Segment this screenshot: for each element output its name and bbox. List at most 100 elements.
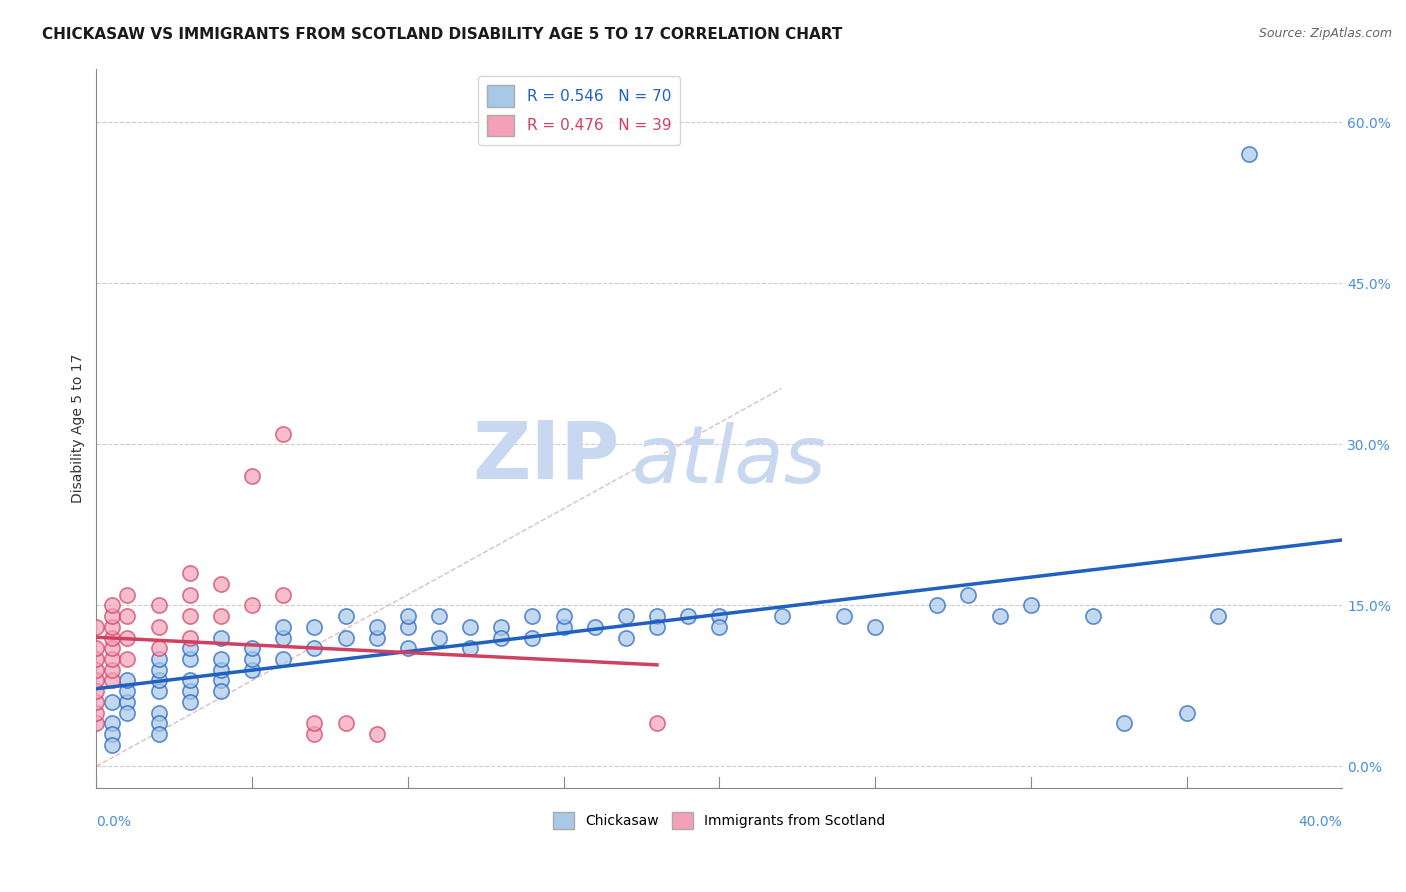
Point — [209, 684, 232, 698]
Point — [614, 609, 637, 624]
Point — [209, 652, 232, 666]
Point — [553, 609, 575, 624]
Text: 0.0%: 0.0% — [97, 814, 131, 829]
Point — [117, 695, 139, 709]
Point — [427, 631, 450, 645]
Point — [240, 652, 263, 666]
Point — [427, 609, 450, 624]
Point — [583, 620, 606, 634]
Point — [304, 641, 326, 656]
Point — [117, 588, 139, 602]
Text: CHICKASAW VS IMMIGRANTS FROM SCOTLAND DISABILITY AGE 5 TO 17 CORRELATION CHART: CHICKASAW VS IMMIGRANTS FROM SCOTLAND DI… — [42, 27, 842, 42]
Point — [676, 609, 699, 624]
Point — [117, 631, 139, 645]
Point — [179, 652, 201, 666]
Point — [117, 673, 139, 688]
Point — [1081, 609, 1104, 624]
Point — [522, 609, 544, 624]
Point — [101, 599, 124, 613]
Point — [271, 652, 294, 666]
Point — [86, 706, 108, 720]
Point — [209, 631, 232, 645]
Point — [335, 631, 357, 645]
Point — [148, 716, 170, 731]
Point — [863, 620, 886, 634]
Point — [1019, 599, 1042, 613]
Point — [1175, 706, 1198, 720]
Legend: Chickasaw, Immigrants from Scotland: Chickasaw, Immigrants from Scotland — [547, 806, 891, 835]
Point — [396, 620, 419, 634]
Text: Source: ZipAtlas.com: Source: ZipAtlas.com — [1258, 27, 1392, 40]
Point — [86, 716, 108, 731]
Point — [396, 609, 419, 624]
Point — [271, 631, 294, 645]
Point — [709, 620, 731, 634]
Point — [101, 716, 124, 731]
Point — [86, 673, 108, 688]
Point — [335, 609, 357, 624]
Point — [240, 641, 263, 656]
Point — [614, 631, 637, 645]
Point — [86, 684, 108, 698]
Text: ZIP: ZIP — [472, 418, 620, 496]
Point — [645, 716, 668, 731]
Point — [366, 620, 388, 634]
Text: atlas: atlas — [633, 422, 827, 500]
Point — [271, 620, 294, 634]
Point — [366, 727, 388, 741]
Point — [271, 426, 294, 441]
Point — [271, 588, 294, 602]
Point — [179, 609, 201, 624]
Point — [179, 641, 201, 656]
Point — [491, 631, 513, 645]
Point — [458, 620, 481, 634]
Point — [101, 695, 124, 709]
Point — [1114, 716, 1136, 731]
Point — [770, 609, 793, 624]
Point — [86, 695, 108, 709]
Point — [101, 738, 124, 752]
Point — [101, 631, 124, 645]
Point — [396, 641, 419, 656]
Point — [101, 652, 124, 666]
Point — [117, 609, 139, 624]
Point — [86, 663, 108, 677]
Point — [101, 620, 124, 634]
Point — [553, 620, 575, 634]
Point — [101, 641, 124, 656]
Point — [304, 716, 326, 731]
Point — [522, 631, 544, 645]
Point — [179, 673, 201, 688]
Point — [148, 663, 170, 677]
Y-axis label: Disability Age 5 to 17: Disability Age 5 to 17 — [72, 353, 86, 503]
Point — [366, 631, 388, 645]
Point — [335, 716, 357, 731]
Point — [209, 577, 232, 591]
Text: 40.0%: 40.0% — [1299, 814, 1343, 829]
Point — [645, 609, 668, 624]
Point — [101, 663, 124, 677]
Point — [240, 663, 263, 677]
Point — [148, 673, 170, 688]
Point — [179, 588, 201, 602]
Point — [86, 641, 108, 656]
Point — [645, 620, 668, 634]
Point — [179, 631, 201, 645]
Point — [148, 706, 170, 720]
Point — [209, 663, 232, 677]
Point — [927, 599, 949, 613]
Point — [179, 684, 201, 698]
Point — [117, 652, 139, 666]
Point — [1237, 147, 1260, 161]
Point — [209, 609, 232, 624]
Point — [304, 620, 326, 634]
Point — [86, 652, 108, 666]
Point — [957, 588, 980, 602]
Point — [304, 727, 326, 741]
Point — [1206, 609, 1229, 624]
Point — [709, 609, 731, 624]
Point — [117, 684, 139, 698]
Point — [240, 469, 263, 483]
Point — [101, 727, 124, 741]
Point — [240, 599, 263, 613]
